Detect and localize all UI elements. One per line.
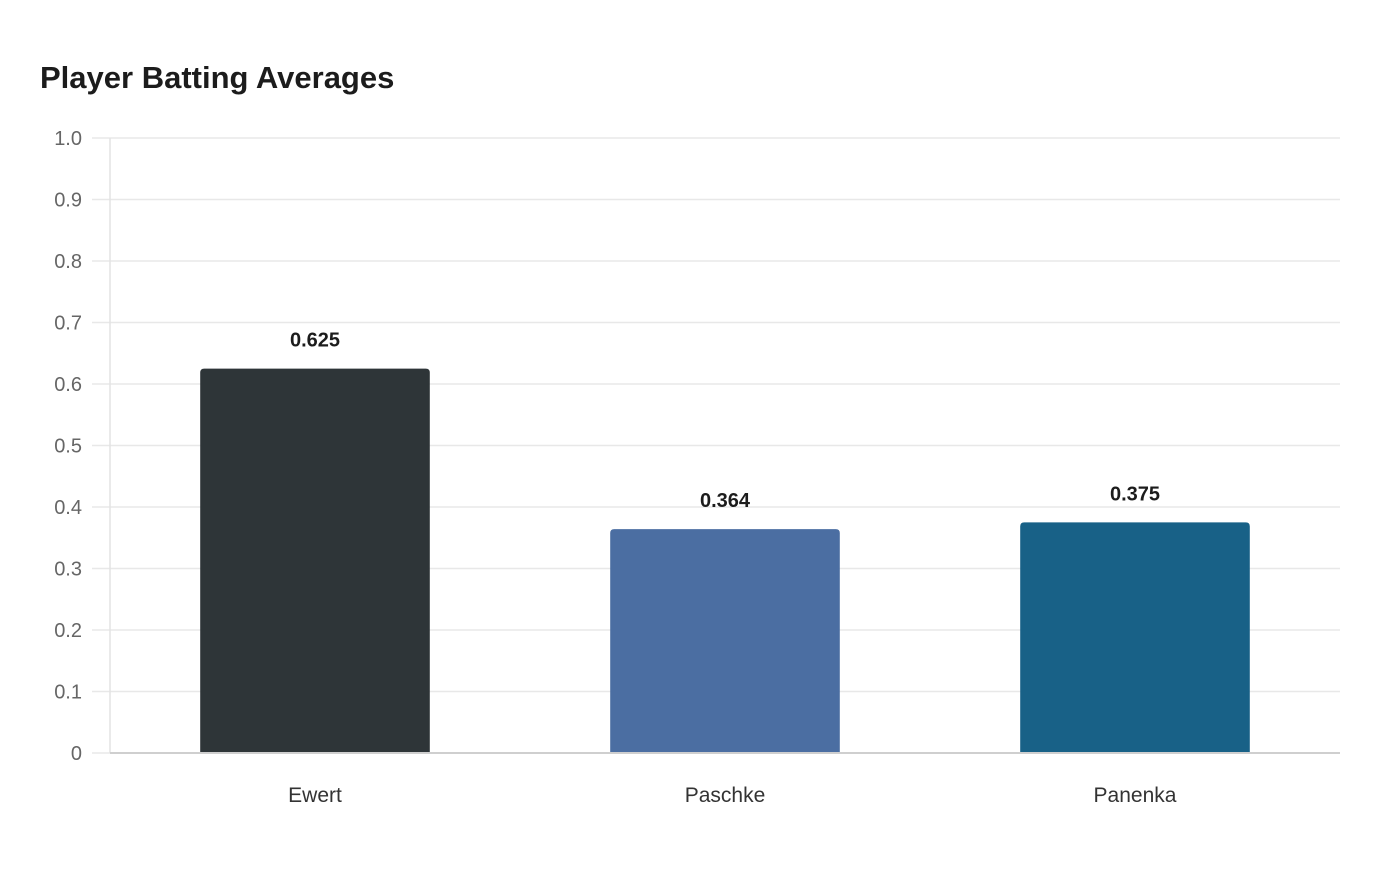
y-tick-label: 1.0 bbox=[54, 128, 82, 150]
y-tick-label: 0.3 bbox=[54, 559, 82, 581]
y-tick-label: 0.9 bbox=[54, 190, 82, 212]
y-tick-label: 0.5 bbox=[54, 436, 82, 458]
y-axis-ticks: 0 0.1 0.2 0.3 0.4 0.5 0.6 0.7 0.8 0.9 1.0 bbox=[54, 128, 82, 765]
data-label-paschke: 0.364 bbox=[700, 490, 751, 512]
data-label-ewert: 0.625 bbox=[290, 330, 340, 352]
x-axis-ticks: Ewert Paschke Panenka bbox=[288, 784, 1177, 807]
y-tick-label: 0 bbox=[71, 743, 82, 765]
x-tick-label-ewert: Ewert bbox=[288, 784, 342, 807]
bars bbox=[200, 368, 1250, 753]
bar-paschke bbox=[610, 529, 840, 753]
x-tick-label-panenka: Panenka bbox=[1094, 784, 1177, 807]
y-tick-label: 0.7 bbox=[54, 313, 82, 335]
x-tick-label-paschke: Paschke bbox=[685, 784, 766, 807]
bar-ewert bbox=[200, 368, 430, 753]
data-label-panenka: 0.375 bbox=[1110, 483, 1160, 505]
data-labels: 0.625 0.364 0.375 bbox=[290, 330, 1160, 513]
chart-title: Player Batting Averages bbox=[40, 60, 395, 95]
y-tick-label: 0.6 bbox=[54, 374, 82, 396]
y-tick-label: 0.2 bbox=[54, 620, 82, 642]
y-tick-label: 0.8 bbox=[54, 251, 82, 273]
y-tick-label: 0.4 bbox=[54, 497, 82, 519]
bar-panenka bbox=[1020, 522, 1250, 753]
y-tick-label: 0.1 bbox=[54, 682, 82, 704]
